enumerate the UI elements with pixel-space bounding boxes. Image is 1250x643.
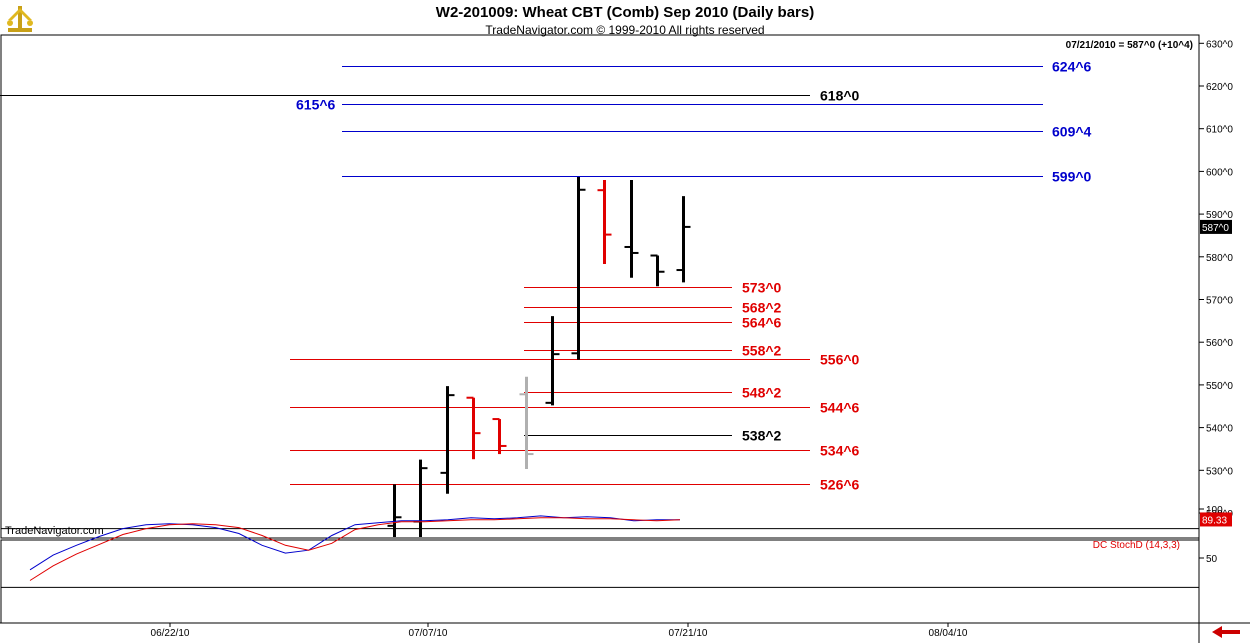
price-axis-label: 610^0 [1206, 125, 1233, 136]
price-axis-label: 630^0 [1206, 39, 1233, 50]
stoch-value-tag [1200, 512, 1232, 527]
price-level-label: 599^0 [1052, 169, 1092, 185]
stoch-series-line [29, 517, 681, 581]
price-axis-label: 550^0 [1206, 381, 1233, 392]
price-level-label: 568^2 [742, 300, 782, 316]
date-axis-label: 07/21/10 [669, 628, 708, 639]
stoch-axis-label: 50 [1206, 554, 1218, 565]
price-axis-label: 530^0 [1206, 466, 1233, 477]
tradenavigator-logo-icon [4, 4, 36, 36]
price-level-label: 526^6 [820, 477, 860, 493]
date-axis-label: 06/22/10 [151, 628, 190, 639]
price-bars [387, 176, 691, 537]
chart-subtitle: TradeNavigator.com © 1999-2010 All right… [485, 23, 765, 37]
price-level-label: 618^0 [820, 88, 860, 104]
scroll-left-arrow-icon[interactable] [1212, 626, 1240, 638]
price-level-label: 564^6 [742, 315, 782, 331]
last-bar-info: 07/21/2010 = 587^0 (+10^4) [1066, 40, 1193, 51]
stoch-series-line [29, 515, 680, 571]
current-price-tag [1200, 219, 1232, 234]
stochastic-plot [1, 515, 1199, 588]
price-axis-label: 590^0 [1206, 210, 1233, 221]
current-price-label: 587^0 [1202, 223, 1229, 234]
price-level-label: 558^2 [742, 343, 782, 359]
chart-title: W2-201009: Wheat CBT (Comb) Sep 2010 (Da… [435, 4, 815, 21]
price-level-label: 556^0 [820, 352, 860, 368]
price-level-label: 534^6 [820, 443, 860, 459]
stoch-value-label: 89.33 [1202, 515, 1227, 526]
price-axis-label: 600^0 [1206, 167, 1233, 178]
price-axis-label: 560^0 [1206, 338, 1233, 349]
price-axis-label: 580^0 [1206, 253, 1233, 264]
stoch-title: DC StochD (14,3,3) [1093, 540, 1180, 551]
price-level-label: 624^6 [1052, 59, 1092, 75]
date-axis: 06/22/10 07/07/10 07/21/10 08/04/10 [151, 623, 968, 639]
price-level-label: 544^6 [820, 400, 860, 416]
price-axis-label: 540^0 [1206, 424, 1233, 435]
price-axis-label: 620^0 [1206, 82, 1233, 93]
date-axis-label: 07/07/10 [409, 628, 448, 639]
price-axis-label: 570^0 [1206, 296, 1233, 307]
price-level-label: 615^6 [296, 97, 336, 113]
date-axis-label: 08/04/10 [929, 628, 968, 639]
price-level-label: 609^4 [1052, 124, 1092, 140]
price-level-label: 548^2 [742, 385, 782, 401]
price-level-label: 538^2 [742, 428, 782, 444]
price-level-label: 573^0 [742, 280, 782, 296]
watermark: TradeNavigator.com [5, 525, 104, 537]
price-levels: 624^6 618^0 615^6 609^4 599^0 573^0 568^2564^6… [0, 59, 1092, 493]
stoch-axis-label: 100 [1206, 505, 1223, 516]
